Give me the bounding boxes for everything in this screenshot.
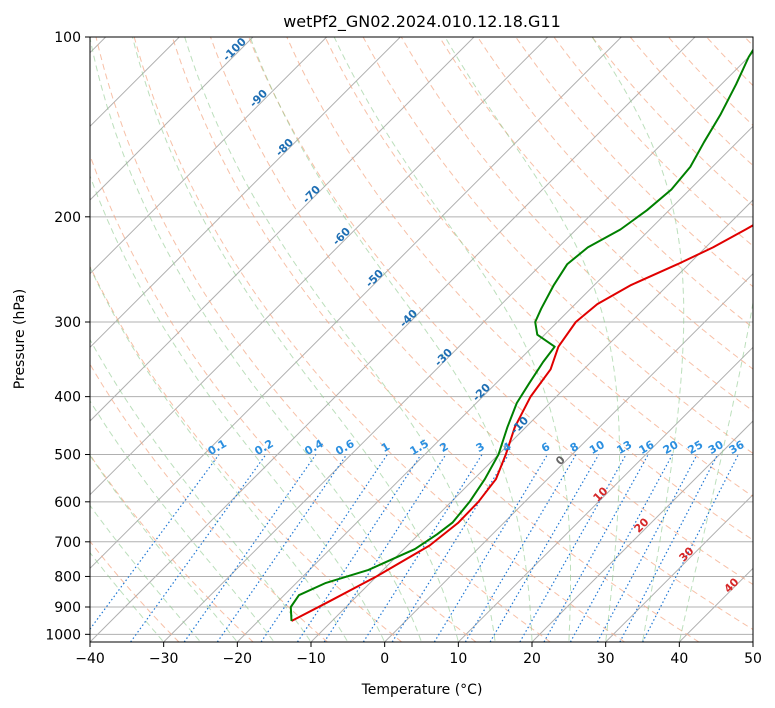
x-tick-label: 10 xyxy=(449,651,467,667)
moist-adiabat-line xyxy=(679,299,753,641)
x-axis: −40 −30 −20 −10 0 10 20 30 40 50 xyxy=(75,642,762,667)
isotherm-line xyxy=(90,37,475,422)
moist-adiabat-line xyxy=(90,37,422,641)
mixing-ratio-line xyxy=(619,454,719,642)
y-tick-label: 100 xyxy=(54,30,81,46)
temperature-line xyxy=(291,224,753,622)
isotherm-line xyxy=(457,346,753,642)
isotherm-line xyxy=(236,125,753,642)
isotherm-line xyxy=(605,493,753,642)
moist-adiabat-line xyxy=(90,551,163,642)
mixing-ratio-line xyxy=(433,454,548,642)
moist-adiabat-line xyxy=(90,454,237,642)
moist-adiabat-line xyxy=(90,338,311,641)
mixing-ratio-line xyxy=(489,454,600,642)
y-tick-label: 700 xyxy=(54,535,81,551)
dry-adiabat-line xyxy=(90,265,403,642)
y-tick-label: 300 xyxy=(54,315,81,331)
x-tick-label: 0 xyxy=(380,651,389,667)
moist-adiabat-line xyxy=(249,37,533,641)
x-tick-label: −20 xyxy=(223,651,253,667)
x-tick-label: 40 xyxy=(670,651,688,667)
y-tick-label: 600 xyxy=(54,495,81,511)
y-axis: 1000 900 800 700 600 500 400 300 200 100 xyxy=(45,30,90,643)
dry-adiabat-line xyxy=(591,37,753,207)
y-axis-label: Pressure (hPa) xyxy=(12,289,28,389)
dry-adiabat-line xyxy=(400,37,753,412)
dry-adiabat-line xyxy=(171,37,700,642)
isotherm-line xyxy=(90,37,549,496)
x-axis-label: Temperature (°C) xyxy=(361,682,483,698)
x-tick-label: −10 xyxy=(296,651,326,667)
x-tick-label: −30 xyxy=(149,651,179,667)
x-tick-label: 30 xyxy=(597,651,615,667)
moist-adiabat-line xyxy=(444,37,620,641)
y-tick-label: 900 xyxy=(54,600,81,616)
dry-adiabat-line xyxy=(248,37,753,586)
mixing-ratio-line xyxy=(260,454,388,642)
dry-adiabat-line xyxy=(210,37,753,631)
isotherm-line xyxy=(90,37,622,570)
dewpoint-line xyxy=(289,48,753,622)
isotherm-line xyxy=(90,37,696,642)
isotherm-line xyxy=(384,272,753,642)
plot-frame xyxy=(89,36,754,643)
grid-lines xyxy=(90,37,753,642)
mixing-ratio-line xyxy=(130,454,267,642)
mixing-ratio-line xyxy=(90,454,220,631)
chart-title: wetPf2_GN02.2024.010.12.18.G11 xyxy=(283,12,561,32)
moist-adiabat-line xyxy=(90,400,274,642)
dry-adiabat-line xyxy=(95,37,551,642)
dry-adiabat-line xyxy=(90,153,477,642)
y-tick-label: 200 xyxy=(54,210,81,226)
isotherm-line xyxy=(90,37,401,349)
isotherm-line xyxy=(90,37,328,275)
dry-adiabat-line xyxy=(133,37,625,642)
dry-adiabat-line xyxy=(477,37,753,329)
mixing-ratio-line xyxy=(362,454,483,642)
moist-adiabat-line xyxy=(333,37,571,641)
moist-adiabat-line xyxy=(90,266,348,641)
mixing-ratio-line xyxy=(642,454,739,642)
moist-adiabat-line xyxy=(184,37,496,641)
isotherm-line xyxy=(531,420,753,642)
mixing-ratio-line xyxy=(323,454,447,642)
x-tick-label: 50 xyxy=(744,651,762,667)
dry-adiabat-line xyxy=(324,37,753,498)
dry-adiabat-line xyxy=(553,37,753,247)
moist-adiabat-line xyxy=(90,504,200,642)
x-tick-label: 20 xyxy=(523,651,541,667)
isotherm-line xyxy=(310,199,753,642)
mixing-ratio-line xyxy=(391,454,510,642)
x-tick-label: −40 xyxy=(75,651,105,667)
y-tick-label: 800 xyxy=(54,569,81,585)
y-tick-label: 1000 xyxy=(45,627,81,643)
y-tick-label: 400 xyxy=(54,390,81,406)
moist-adiabat-line xyxy=(591,37,685,641)
mixing-ratio-line xyxy=(296,454,422,642)
isotherm-line xyxy=(90,37,254,201)
mixing-ratio-line xyxy=(596,454,698,642)
isotherm-line xyxy=(163,51,753,642)
y-tick-label: 500 xyxy=(54,448,81,464)
mixing-ratio-line xyxy=(464,454,577,642)
sounding-profiles xyxy=(289,48,753,622)
moist-adiabat-line xyxy=(132,37,459,641)
dry-adiabat-line xyxy=(90,363,328,642)
thermodynamic-lines xyxy=(90,37,753,642)
